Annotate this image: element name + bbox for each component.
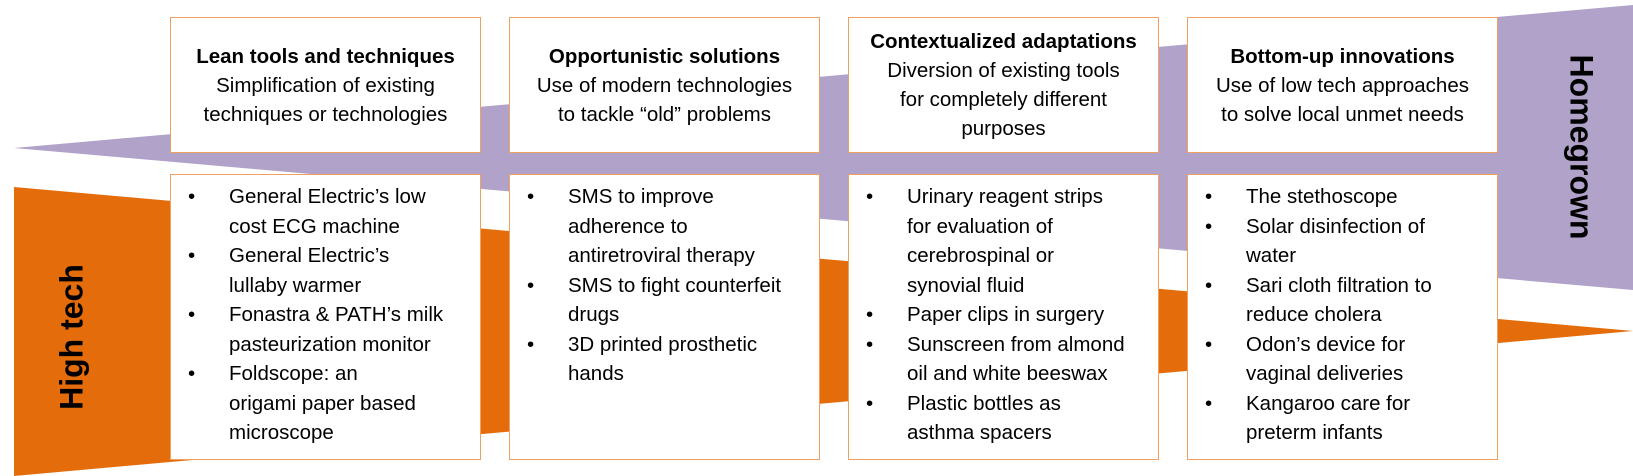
example-item: General Electric’s low cost ECG machine [185,182,474,241]
example-item: General Electric’s lullaby warmer [185,241,474,300]
category-description: Use of modern technologies to tackle “ol… [536,73,793,126]
example-item: SMS to improve adherence to antiretrovir… [524,182,813,271]
category-title: Contextualized adaptations [870,30,1137,53]
example-item: SMS to fight counterfeit drugs [524,271,813,330]
example-item: Sunscreen from almond oil and white bees… [863,330,1152,389]
category-title: Opportunistic solutions [548,44,781,68]
category-header-bottom-up: Bottom-up innovations Use of low tech ap… [1187,17,1498,153]
examples-box-lean: General Electric’s low cost ECG machine … [170,174,481,460]
category-header-opportunistic: Opportunistic solutions Use of modern te… [509,17,820,153]
example-item: 3D printed prosthetic hands [524,330,813,389]
examples-box-opportunistic: SMS to improve adherence to antiretrovir… [509,174,820,460]
example-item: Solar disinfection of water [1202,212,1491,271]
example-item: Odon’s device for vaginal deliveries [1202,330,1491,389]
category-title: Bottom-up innovations [1230,44,1455,68]
examples-box-contextualized: Urinary reagent strips for evaluation of… [848,174,1159,460]
category-description: Diversion of existing tools for complete… [887,59,1120,140]
homegrown-axis-label: Homegrown [1563,54,1600,240]
examples-box-bottom-up: The stethoscope Solar disinfection of wa… [1187,174,1498,460]
example-item: The stethoscope [1202,182,1491,212]
example-item: Paper clips in surgery [863,300,1152,330]
example-item: Foldscope: an origami paper based micros… [185,359,474,448]
example-item: Sari cloth filtration to reduce cholera [1202,271,1491,330]
example-item: Plastic bottles as asthma spacers [863,389,1152,448]
category-description: Use of low tech approaches to solve loca… [1216,73,1469,126]
category-header-lean: Lean tools and techniques Simplification… [170,17,481,153]
category-title: Lean tools and techniques [196,44,455,68]
category-header-contextualized: Contextualized adaptations Diversion of … [848,17,1159,153]
example-item: Urinary reagent strips for evaluation of… [863,182,1152,300]
category-description: Simplification of existing techniques or… [203,73,448,126]
high-tech-axis-label: High tech [53,264,90,410]
example-item: Kangaroo care for preterm infants [1202,389,1491,448]
example-item: Fonastra & PATH’s milk pasteurization mo… [185,300,474,359]
